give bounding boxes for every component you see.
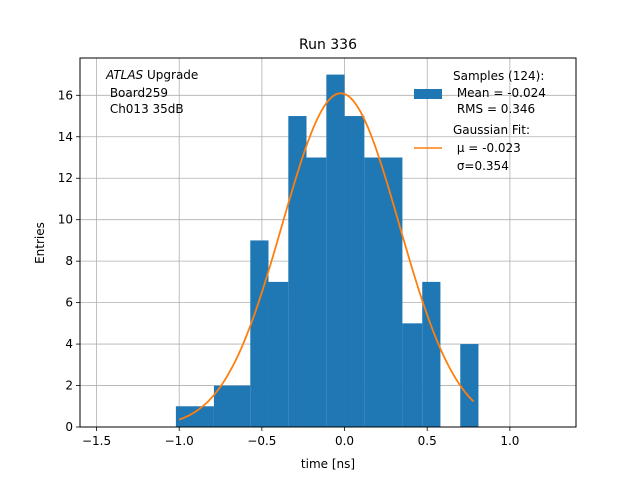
annotation-italic-word: ATLAS <box>105 68 144 82</box>
histogram-bar <box>250 240 269 427</box>
y-tick-label: 16 <box>58 88 73 102</box>
gaussian-fit-line <box>178 92 475 421</box>
x-tick-label: −1.0 <box>165 434 194 448</box>
x-tick-label: 0.0 <box>335 434 354 448</box>
annotation-line-1-rest: Upgrade <box>143 68 198 82</box>
y-tick-label: 4 <box>65 337 73 351</box>
y-tick-label: 14 <box>58 130 73 144</box>
y-tick-label: 0 <box>65 420 73 434</box>
legend-samples-rms: RMS = 0.346 <box>453 102 535 116</box>
atlas-annotation: ATLAS Upgrade Board259 Ch013 35dB <box>105 68 198 116</box>
histogram-bar <box>306 157 327 427</box>
histogram-bar <box>422 281 441 427</box>
annotation-line-3: Ch013 35dB <box>106 102 184 116</box>
annotation-line-1: ATLAS Upgrade <box>105 68 198 82</box>
x-tick-label: 1.0 <box>500 434 519 448</box>
annotation-line-2: Board259 <box>106 86 168 100</box>
y-axis-title: Entries <box>33 222 47 264</box>
y-tick-label: 10 <box>58 213 73 227</box>
y-axis-ticks: 0 2 4 6 8 10 12 14 16 <box>58 88 80 434</box>
histogram-bar <box>402 323 423 427</box>
x-tick-label: −0.5 <box>247 434 276 448</box>
x-tick-label: −1.5 <box>82 434 111 448</box>
histogram-bar <box>213 385 251 427</box>
y-tick-label: 12 <box>58 171 73 185</box>
x-tick-label: 0.5 <box>418 434 437 448</box>
histogram-bar <box>344 116 365 427</box>
legend: Samples (124): Mean = -0.024 RMS = 0.346… <box>414 69 546 173</box>
legend-fit-sigma: σ=0.354 <box>453 159 509 173</box>
y-tick-label: 8 <box>65 254 73 268</box>
histogram-bars <box>175 74 479 428</box>
histogram-bar <box>175 406 214 427</box>
histogram-bar <box>460 344 479 427</box>
histogram-bar <box>288 116 307 427</box>
x-axis-ticks: −1.5 −1.0 −0.5 0.0 0.5 1.0 <box>82 427 519 448</box>
histogram-bar <box>268 281 289 427</box>
legend-swatch-samples <box>414 89 442 99</box>
legend-samples-mean: Mean = -0.024 <box>453 86 546 100</box>
y-tick-label: 6 <box>65 296 73 310</box>
chart-title: Run 336 <box>299 37 357 53</box>
x-axis-title: time [ns] <box>301 457 355 471</box>
gaussian-fit-curve <box>178 92 475 421</box>
histogram-bar <box>364 157 403 427</box>
y-tick-label: 2 <box>65 379 73 393</box>
histogram-bar <box>326 74 345 428</box>
legend-label-samples: Samples (124): <box>453 69 544 83</box>
plot-frame <box>79 57 577 428</box>
legend-label-fit: Gaussian Fit: <box>453 123 530 137</box>
legend-fit-mu: μ = -0.023 <box>453 141 521 155</box>
